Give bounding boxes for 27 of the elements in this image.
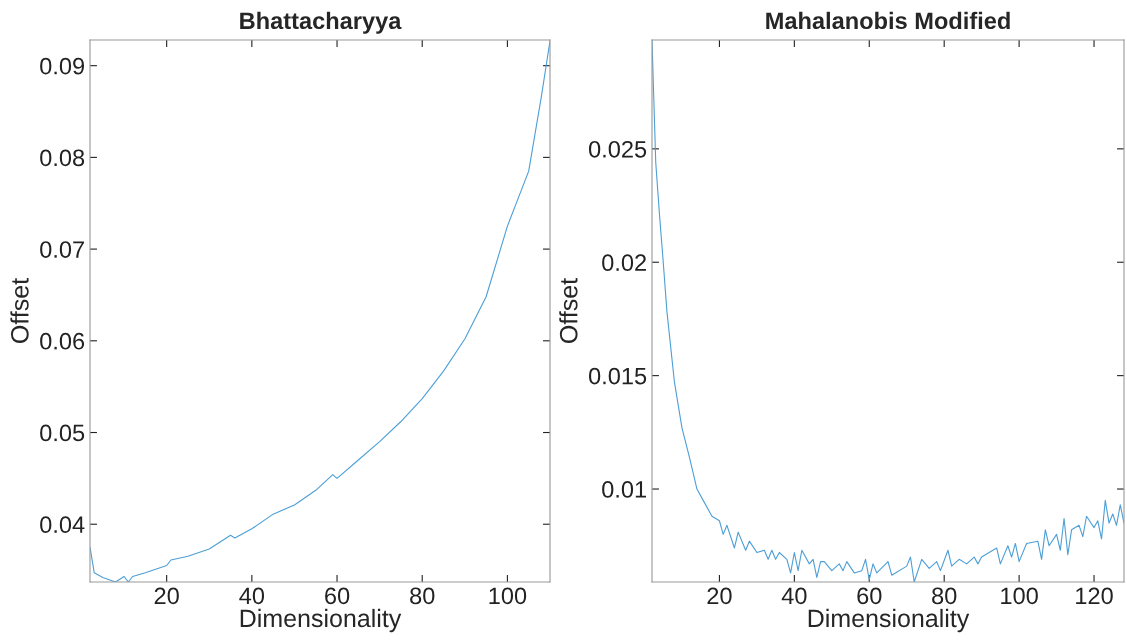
x-tick-label: 60 xyxy=(325,587,350,605)
y-tick-label: 0.09 xyxy=(40,57,85,75)
y-tick-label: 0.05 xyxy=(40,424,85,442)
y-tick-label: 0.06 xyxy=(40,332,85,350)
chart-title: Mahalanobis Modified xyxy=(766,11,1010,30)
y-tick-label: 0.07 xyxy=(40,241,84,258)
y-tick-label: 0.02 xyxy=(602,254,646,272)
x-tick-label: 20 xyxy=(154,587,179,605)
x-axis-title: Dimensionality xyxy=(808,608,970,633)
x-tick-label: 80 xyxy=(932,587,957,605)
y-axis-title: Offset xyxy=(559,278,578,343)
y-tick-label: 0.08 xyxy=(40,149,85,167)
y-tick-label: 0.015 xyxy=(588,367,647,385)
x-tick-label: 100 xyxy=(489,587,527,605)
x-tick-label: 20 xyxy=(707,587,732,605)
x-tick-label: 80 xyxy=(410,587,435,605)
y-tick-label: 0.025 xyxy=(588,140,647,158)
x-tick-label: 120 xyxy=(1076,587,1113,605)
x-tick-label: 40 xyxy=(781,587,807,605)
x-tick-label: 100 xyxy=(1001,587,1038,605)
chart-title: Bhattacharyya xyxy=(240,11,402,34)
y-axis-title: Offset xyxy=(10,278,29,343)
y-tick-label: 0.04 xyxy=(40,516,85,534)
y-tick-label: 0.01 xyxy=(602,481,646,498)
x-axis-title: Dimensionality xyxy=(240,608,402,633)
x-tick-label: 40 xyxy=(239,587,265,605)
x-tick-label: 60 xyxy=(857,587,882,605)
